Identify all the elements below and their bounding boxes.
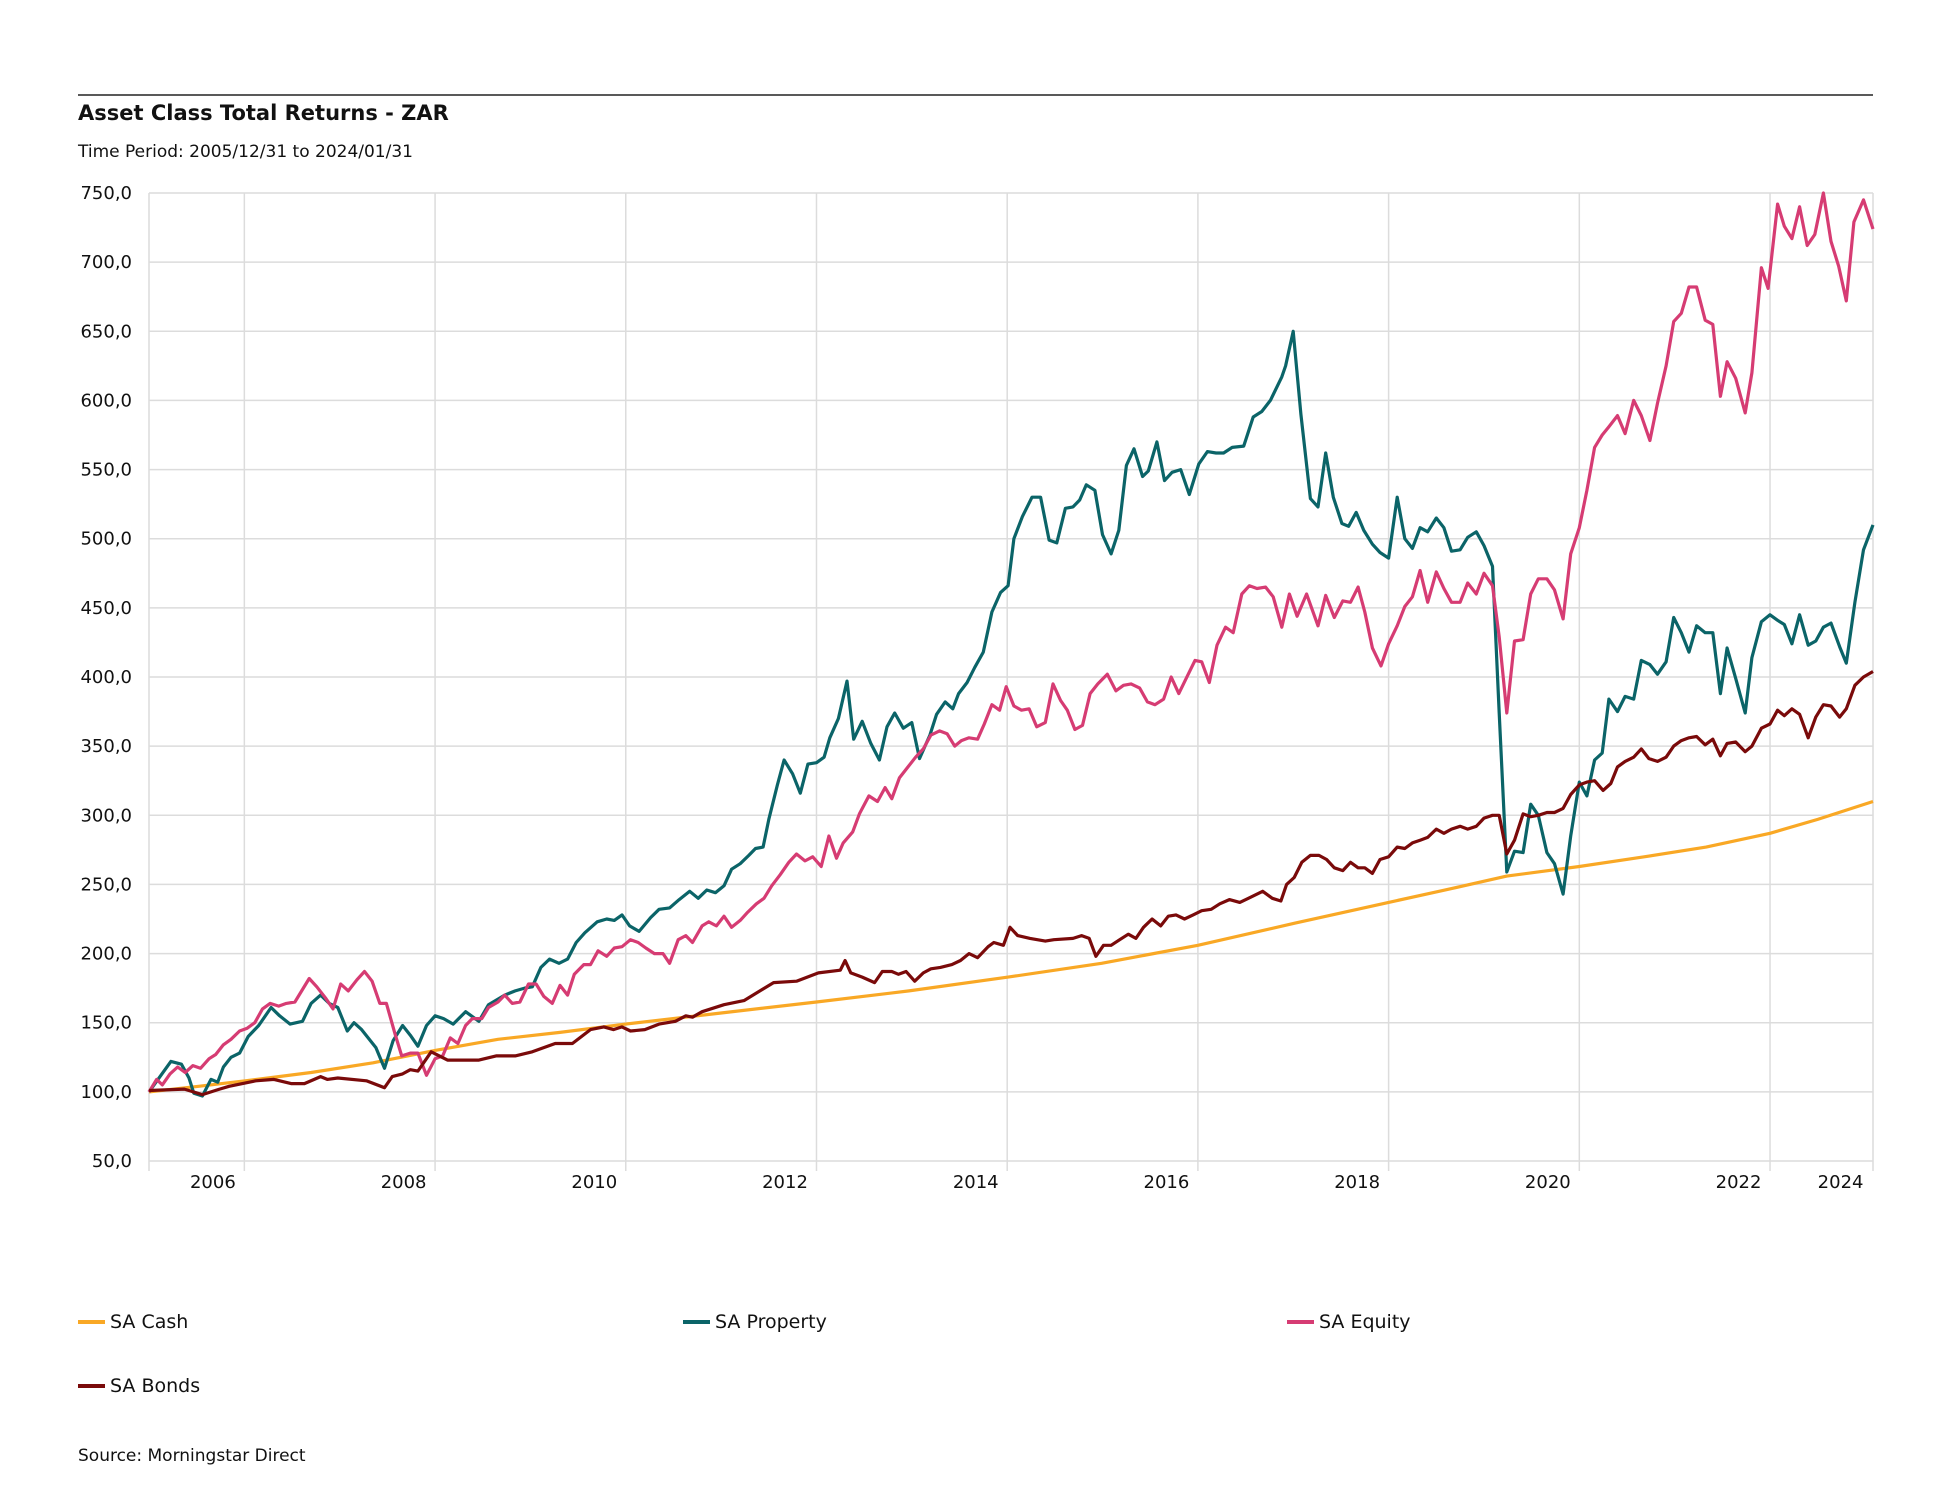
y-tick-label: 450,0 xyxy=(80,598,132,619)
x-tick-label: 2014 xyxy=(953,1172,999,1193)
series-lines xyxy=(147,191,1875,1098)
legend-item-sa-property: SA Property xyxy=(683,1311,827,1333)
y-tick-label: 600,0 xyxy=(80,390,132,411)
y-tick-label: 700,0 xyxy=(80,252,132,273)
y-tick-label: 750,0 xyxy=(80,183,132,204)
chart-title: Asset Class Total Returns - ZAR xyxy=(78,101,449,125)
y-tick-label: 50,0 xyxy=(92,1151,132,1172)
y-tick-label: 200,0 xyxy=(80,944,132,965)
legend-label: SA Property xyxy=(715,1311,827,1333)
legend-swatch-icon xyxy=(78,1320,105,1324)
series-line-sa-equity xyxy=(147,191,1875,1093)
y-axis: 50,0 100,0 150,0 200,0 250,0 300,0 350,0 400,0 4… xyxy=(80,183,132,1172)
series-line-sa-bonds xyxy=(148,670,1874,1097)
y-tick-label: 100,0 xyxy=(80,1082,132,1103)
y-tick-label: 400,0 xyxy=(80,667,132,688)
gridlines xyxy=(148,192,1874,1171)
x-tick-label: 2016 xyxy=(1144,1172,1190,1193)
x-tick-label: 2024 xyxy=(1818,1172,1864,1193)
y-tick-label: 650,0 xyxy=(80,321,132,342)
x-tick-label: 2006 xyxy=(190,1172,236,1193)
x-tick-label: 2008 xyxy=(381,1172,427,1193)
time-period: Time Period: 2005/12/31 to 2024/01/31 xyxy=(78,142,413,162)
legend-swatch-icon xyxy=(78,1384,105,1388)
source-note: Source: Morningstar Direct xyxy=(78,1446,306,1466)
legend-item-sa-bonds: SA Bonds xyxy=(78,1375,200,1397)
legend-item-sa-equity: SA Equity xyxy=(1287,1311,1411,1333)
x-tick-label: 2010 xyxy=(571,1172,617,1193)
series-line-sa-property xyxy=(147,329,1875,1098)
x-tick-label: 2020 xyxy=(1525,1172,1571,1193)
legend-swatch-icon xyxy=(683,1320,710,1324)
y-tick-label: 500,0 xyxy=(80,529,132,550)
series-line-sa-cash xyxy=(148,799,1874,1094)
y-tick-label: 250,0 xyxy=(80,874,132,895)
y-tick-label: 300,0 xyxy=(80,805,132,826)
legend-swatch-icon xyxy=(1287,1320,1314,1324)
legend-label: SA Cash xyxy=(110,1311,189,1333)
x-tick-label: 2012 xyxy=(762,1172,808,1193)
y-tick-label: 350,0 xyxy=(80,736,132,757)
y-tick-label: 150,0 xyxy=(80,1013,132,1034)
legend-label: SA Bonds xyxy=(110,1375,201,1397)
legend-label: SA Equity xyxy=(1319,1311,1411,1333)
legend-item-sa-cash: SA Cash xyxy=(78,1311,188,1333)
x-tick-label: 2018 xyxy=(1334,1172,1380,1193)
y-tick-label: 550,0 xyxy=(80,460,132,481)
x-tick-label: 2022 xyxy=(1716,1172,1762,1193)
x-axis: 2006 2008 2010 2012 2014 2016 2018 2020 2022 2024 xyxy=(190,1172,1864,1193)
